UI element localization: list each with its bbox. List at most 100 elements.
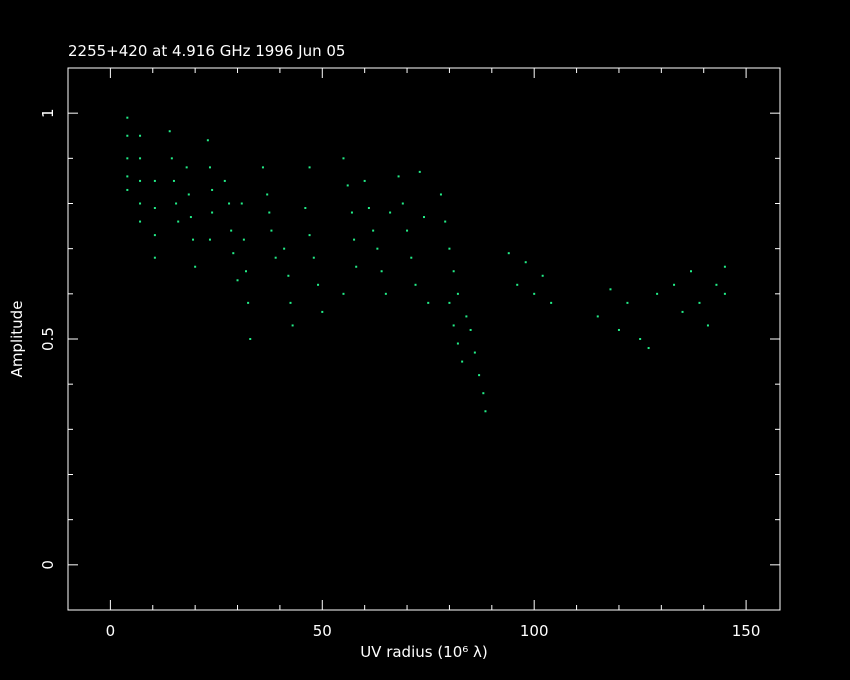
point — [444, 220, 447, 223]
point — [448, 247, 451, 250]
point — [208, 238, 211, 241]
point — [211, 188, 214, 191]
point — [478, 374, 481, 377]
point — [353, 238, 356, 241]
point — [673, 283, 676, 286]
point — [192, 238, 195, 241]
point — [465, 315, 468, 318]
point — [270, 229, 273, 232]
point — [346, 184, 349, 187]
point — [448, 301, 451, 304]
point — [484, 410, 487, 413]
point — [706, 324, 709, 327]
point — [228, 202, 231, 205]
point — [550, 301, 553, 304]
point — [139, 157, 142, 160]
point — [384, 292, 387, 295]
point — [126, 175, 129, 178]
point — [656, 292, 659, 295]
point — [308, 234, 311, 237]
point — [126, 134, 129, 137]
point — [274, 256, 277, 259]
point — [372, 229, 375, 232]
point — [172, 179, 175, 182]
point — [647, 347, 650, 350]
point — [626, 301, 629, 304]
point — [187, 193, 190, 196]
point — [698, 301, 701, 304]
point — [126, 157, 129, 160]
point — [533, 292, 536, 295]
chart-title: 2255+420 at 4.916 GHz 1996 Jun 05 — [68, 42, 345, 60]
point — [418, 170, 421, 173]
point — [456, 342, 459, 345]
point — [153, 234, 156, 237]
point — [609, 288, 612, 291]
point — [289, 301, 292, 304]
point — [461, 360, 464, 363]
point — [223, 179, 226, 182]
point — [266, 193, 269, 196]
point — [268, 211, 271, 214]
point — [194, 265, 197, 268]
point — [596, 315, 599, 318]
point — [617, 328, 620, 331]
point — [473, 351, 476, 354]
point — [423, 216, 425, 219]
point — [153, 207, 156, 210]
y-tick-label: 0.5 — [39, 327, 57, 351]
point — [469, 328, 472, 331]
point — [401, 202, 404, 205]
point — [406, 229, 409, 232]
point — [170, 157, 173, 160]
point — [516, 283, 519, 286]
x-axis-label: UV radius (10⁶ λ) — [360, 643, 488, 661]
point — [230, 229, 233, 232]
point — [261, 166, 264, 169]
point — [452, 324, 455, 327]
y-axis-label: Amplitude — [8, 301, 26, 378]
y-tick-label: 0 — [39, 560, 57, 570]
point — [723, 292, 726, 295]
point — [439, 193, 442, 196]
point — [541, 274, 544, 277]
point — [304, 207, 307, 210]
point — [249, 338, 252, 340]
x-tick-label: 100 — [520, 622, 549, 640]
point — [236, 279, 239, 282]
point — [175, 202, 178, 205]
point — [168, 130, 171, 133]
point — [245, 270, 247, 273]
point — [456, 292, 459, 295]
point — [380, 270, 383, 273]
point — [524, 261, 527, 264]
point — [126, 188, 129, 191]
point — [321, 310, 324, 313]
point — [153, 179, 156, 182]
point — [681, 310, 684, 313]
point — [723, 265, 726, 268]
point — [367, 207, 370, 210]
point — [208, 166, 211, 169]
point — [317, 283, 320, 286]
point — [397, 175, 400, 178]
point — [389, 211, 392, 214]
point — [185, 166, 188, 169]
point — [410, 256, 413, 259]
y-tick-label: 1 — [39, 108, 57, 118]
point — [232, 252, 235, 255]
x-tick-label: 50 — [313, 622, 332, 640]
point — [355, 265, 358, 268]
point — [287, 274, 290, 277]
point — [350, 211, 353, 214]
point — [482, 392, 485, 395]
plot-frame — [67, 67, 781, 611]
point — [342, 157, 345, 160]
point — [189, 216, 192, 219]
point — [153, 256, 156, 259]
x-tick-label: 150 — [732, 622, 761, 640]
x-tick-label: 0 — [106, 622, 116, 640]
point — [242, 238, 245, 241]
point — [308, 166, 311, 169]
